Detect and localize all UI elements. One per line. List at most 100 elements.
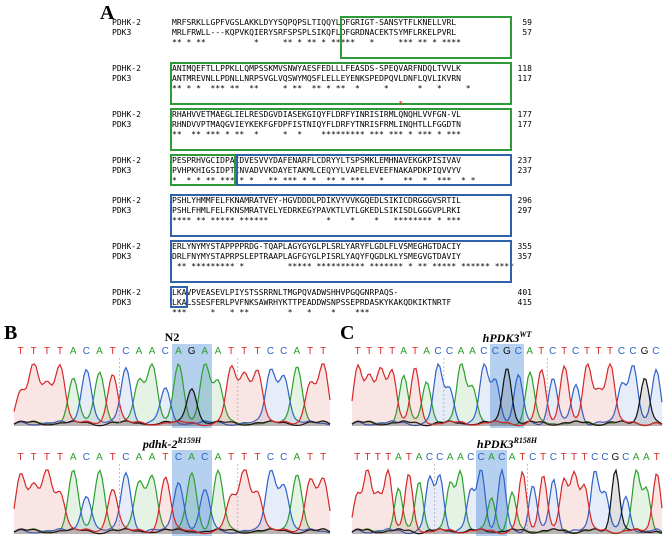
base-call: A bbox=[400, 346, 407, 357]
base-call: A bbox=[469, 346, 476, 357]
base-call: A bbox=[96, 452, 103, 463]
chromatogram-label-superscript: WT bbox=[519, 330, 532, 339]
base-call: T bbox=[241, 346, 248, 357]
base-call: T bbox=[17, 346, 24, 357]
chromatogram-hpdk3-r158h: hPDK3R158H T T T T A T A C C A A C C A C A T C T C T T T C C G C A A T bbox=[351, 436, 663, 536]
domain-box-green-2 bbox=[170, 62, 512, 105]
residue-position: 177 bbox=[517, 120, 532, 129]
trace-line-g bbox=[351, 368, 663, 427]
base-call: C bbox=[445, 346, 454, 357]
base-call: C bbox=[201, 452, 209, 463]
chromatogram-label-text: pdhk-2 bbox=[142, 437, 178, 451]
base-call: T bbox=[109, 452, 116, 463]
base-call: G bbox=[640, 346, 649, 357]
alignment-row-pdhk2: PDHK-2 RHAHVVETMAEGLIELRESDGVDIASEKGIQYFL… bbox=[112, 110, 532, 120]
base-call: T bbox=[377, 346, 384, 357]
domain-box-blue-4 bbox=[170, 286, 188, 308]
base-call: A bbox=[201, 346, 209, 357]
alignment-block: PDHK-2 MRFSRKLLGPFVGSLAKKLDYYSQPQPSLTIQQY… bbox=[112, 18, 532, 48]
base-call: C bbox=[601, 452, 609, 463]
residue-position: 237 bbox=[517, 166, 532, 175]
base-call: T bbox=[30, 452, 37, 463]
base-call: C bbox=[425, 452, 434, 463]
sequence-residues: DRLFNYMYSTAPRPSLEPTRAAPLAGFGYGLPISRLYAQY… bbox=[172, 252, 461, 261]
alignment-row-pdk3: PDK3 MRLFRWLL---KQPVKQIERYSRFSPSPLSIKQFLD… bbox=[112, 28, 532, 38]
sequence-name: PDHK-2 bbox=[112, 196, 141, 205]
base-call: T bbox=[228, 346, 235, 357]
base-call: T bbox=[584, 346, 591, 357]
base-call: T bbox=[241, 452, 248, 463]
base-call: T bbox=[354, 346, 361, 357]
alignment-block: PDHK-2 RHAHVVETMAEGLIELRESDGVDIASEKGIQYFL… bbox=[112, 110, 532, 140]
alignment-row-pdhk2: PDHK-2 ERLYNYMYSTAPPPPRDG-TQAPLAGYGYGLPLS… bbox=[112, 242, 532, 252]
sequence-name: PDHK-2 bbox=[112, 64, 141, 73]
trace-fill-a bbox=[352, 364, 662, 426]
alignment-row-pdhk2: PDHK-2 MRFSRKLLGPFVGSLAKKLDYYSQPQPSLTIQQY… bbox=[112, 18, 532, 28]
base-call: A bbox=[526, 346, 534, 357]
base-call: C bbox=[498, 452, 506, 463]
base-call: C bbox=[122, 346, 130, 357]
chromatogram-label: hPDK3R158H bbox=[352, 436, 662, 452]
base-call: C bbox=[480, 346, 488, 357]
codon-highlight bbox=[172, 450, 212, 536]
chromatogram-pdhk2-r159h: pdhk-2R159H T T T T A C A T C A A T C A C A T T T C C A T T bbox=[13, 436, 331, 536]
base-call: C bbox=[617, 346, 626, 357]
alignment-row-pdhk2: PDHK-2 PESPRHVGCIDPACDVESVVYDAFENARFLCDRY… bbox=[112, 156, 532, 166]
base-call: A bbox=[488, 452, 495, 463]
sequence-name: PDHK-2 bbox=[112, 156, 141, 165]
base-call: T bbox=[30, 346, 37, 357]
base-call: T bbox=[540, 452, 547, 463]
base-call: C bbox=[82, 346, 90, 357]
base-call: A bbox=[293, 346, 301, 357]
residue-position: 296 bbox=[517, 196, 532, 205]
residue-position: 355 bbox=[517, 242, 532, 251]
panel-letter-b: B bbox=[4, 322, 18, 344]
base-call: C bbox=[280, 346, 288, 357]
codon-highlight bbox=[476, 450, 507, 536]
trace-line-t bbox=[351, 362, 663, 427]
base-call: A bbox=[415, 452, 423, 463]
conservation-stars: ** * ** * ** * ** * ***** * *** ** * ***… bbox=[172, 38, 461, 47]
trace-line-t bbox=[13, 363, 331, 427]
residue-position: 357 bbox=[517, 252, 532, 261]
sequence-residues: ERLYNYMYSTAPPPPRDG-TQAPLAGYGYGLPLSRLYARY… bbox=[172, 242, 461, 251]
base-call: C bbox=[436, 452, 444, 463]
base-call: G bbox=[502, 346, 511, 357]
trace-line-t bbox=[13, 469, 331, 535]
sequence-residues: RHNDVVPTMAQGVIEYKEKFGFDPFISTNIQYFLDRFYTN… bbox=[172, 120, 461, 129]
alignment-row-pdhk2: PDHK-2 LKAVPVEASEVLPIYSTSSRRNLTMGPQVADWSH… bbox=[112, 288, 532, 298]
chromatogram-hpdk3-wt: hPDK3WT T T T T A T A C C A A C C G C A T C T C T T T C C G C bbox=[351, 330, 663, 428]
base-call: A bbox=[148, 452, 156, 463]
sequence-residues: MRLFRWLL---KQPVKQIERYSRFSPSPLSIKQFLDFGRD… bbox=[172, 28, 457, 37]
base-call: T bbox=[320, 452, 327, 463]
base-call: T bbox=[254, 452, 261, 463]
chromatogram-trace bbox=[351, 358, 663, 427]
chromatogram-trace bbox=[13, 358, 331, 427]
base-call: T bbox=[17, 452, 24, 463]
residue-position: 57 bbox=[522, 28, 532, 37]
base-call: C bbox=[572, 346, 580, 357]
chromatogram-label-text: N2 bbox=[164, 330, 180, 344]
sequence-name: PDHK-2 bbox=[112, 18, 141, 27]
domain-box-blue-3 bbox=[170, 240, 512, 283]
base-call: A bbox=[148, 346, 156, 357]
base-call: T bbox=[354, 452, 361, 463]
alignment-row-pdk3: PDK3 PVHPKHIGSIDPTCNVADVVKDAYETAKMLCEQYYL… bbox=[112, 166, 532, 176]
base-call: A bbox=[395, 452, 402, 463]
sequence-name: PDHK-2 bbox=[112, 288, 141, 297]
conservation-stars: ** ********* * ***** ********** ******* … bbox=[172, 262, 514, 271]
base-call: T bbox=[43, 452, 50, 463]
residue-position: 59 bbox=[522, 18, 532, 27]
base-call: A bbox=[96, 346, 103, 357]
base-call: A bbox=[446, 452, 454, 463]
base-call: C bbox=[266, 346, 275, 357]
alignment-row-pdk3: PDK3 PSHLFHMLFELFKNSMRATVELYEDRKEGYPAVKTL… bbox=[112, 206, 532, 216]
trace-line-t bbox=[351, 468, 663, 535]
alignment-row-pdhk2: PDHK-2 PSHLYHMMFELFKNAMRATVEY-HGVDDDLPDIK… bbox=[112, 196, 532, 206]
sequence-name: PDK3 bbox=[112, 298, 132, 307]
residue-position: 177 bbox=[517, 110, 532, 119]
domain-box-green-4 bbox=[170, 154, 236, 186]
